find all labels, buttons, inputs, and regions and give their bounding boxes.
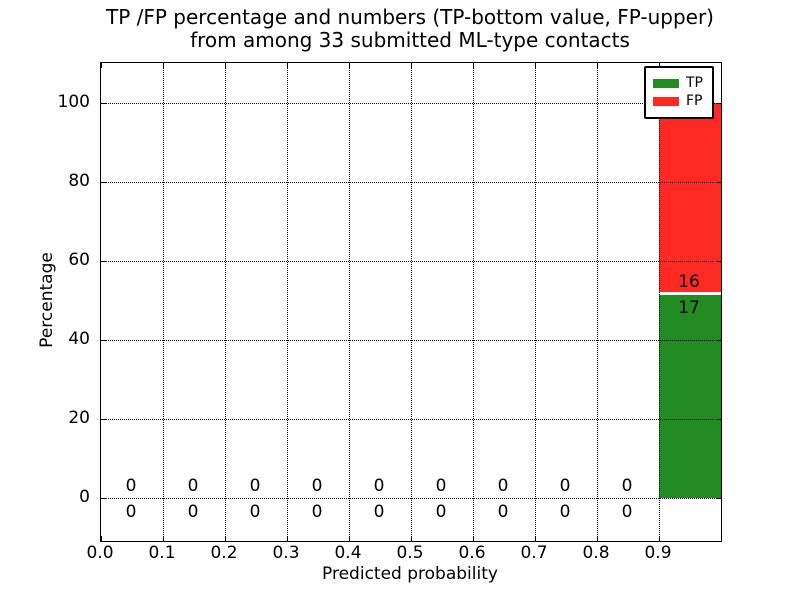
y-tick-mark-right — [716, 418, 721, 420]
legend: TP FP — [644, 66, 714, 119]
bar-segment-divider — [659, 292, 721, 295]
x-tick-label: 0.5 — [396, 543, 424, 563]
y-tick-label: 20 — [68, 407, 90, 428]
gridline-vertical — [287, 63, 288, 541]
legend-label-tp: TP — [686, 75, 703, 91]
x-axis-label: Predicted probability — [322, 564, 498, 584]
x-tick-mark-top — [659, 63, 660, 68]
gridline-vertical — [659, 63, 660, 541]
gridline-vertical — [163, 63, 164, 541]
y-tick-mark-right — [716, 181, 721, 183]
legend-swatch-tp — [653, 79, 679, 88]
plot-area — [100, 62, 722, 542]
legend-swatch-fp — [653, 97, 679, 106]
y-tick-label: 100 — [57, 91, 90, 112]
x-tick-mark — [535, 536, 536, 541]
fp-count-label: 0 — [125, 475, 137, 496]
x-tick-label: 0.8 — [582, 543, 610, 563]
x-tick-mark-top — [163, 63, 164, 68]
x-tick-mark-top — [101, 63, 102, 68]
y-tick-mark — [101, 260, 106, 262]
y-tick-mark-right — [716, 260, 721, 262]
y-tick-label: 80 — [68, 170, 90, 191]
gridline-vertical — [473, 63, 474, 541]
gridline-vertical — [225, 63, 226, 541]
tp-count-label: 0 — [621, 501, 633, 522]
chart-title: TP /FP percentage and numbers (TP-bottom… — [100, 6, 720, 52]
x-tick-label: 0.2 — [210, 543, 238, 563]
x-tick-mark — [225, 536, 226, 541]
fp-count-label: 0 — [373, 475, 385, 496]
y-tick-mark — [101, 102, 106, 104]
tp-count-label: 0 — [311, 501, 323, 522]
legend-item-tp: TP — [653, 76, 706, 91]
tp-count-label: 0 — [249, 501, 261, 522]
gridline-vertical — [597, 63, 598, 541]
x-tick-mark — [163, 536, 164, 541]
fp-count-label: 0 — [249, 475, 261, 496]
tp-count-label: 0 — [187, 501, 199, 522]
x-tick-mark-top — [287, 63, 288, 68]
x-tick-mark-top — [597, 63, 598, 68]
x-tick-mark — [473, 536, 474, 541]
tp-bar-segment — [659, 294, 721, 498]
gridline-vertical — [349, 63, 350, 541]
tp-count-label: 0 — [373, 501, 385, 522]
x-tick-mark — [597, 536, 598, 541]
gridline-vertical — [411, 63, 412, 541]
tp-count-label: 0 — [435, 501, 447, 522]
x-tick-label: 0.7 — [520, 543, 548, 563]
x-tick-mark — [101, 536, 102, 541]
fp-count-label: 16 — [678, 272, 700, 293]
x-tick-label: 0.0 — [86, 543, 114, 563]
fp-count-label: 0 — [497, 475, 509, 496]
y-tick-label: 40 — [68, 328, 90, 349]
y-tick-mark — [101, 339, 106, 341]
gridline-vertical — [535, 63, 536, 541]
x-tick-mark-top — [473, 63, 474, 68]
tp-count-label: 0 — [559, 501, 571, 522]
x-tick-mark — [349, 536, 350, 541]
chart-title-line1: TP /FP percentage and numbers (TP-bottom… — [106, 5, 714, 29]
tp-count-label: 0 — [125, 501, 137, 522]
x-tick-label: 0.1 — [148, 543, 176, 563]
fp-count-label: 0 — [187, 475, 199, 496]
x-tick-label: 0.9 — [644, 543, 672, 563]
x-tick-mark-top — [535, 63, 536, 68]
y-tick-mark-right — [716, 102, 721, 104]
y-tick-mark — [101, 497, 106, 499]
tp-count-label: 0 — [497, 501, 509, 522]
x-tick-mark — [411, 536, 412, 541]
chart-title-line2: from among 33 submitted ML-type contacts — [190, 28, 630, 52]
legend-label-fp: FP — [686, 93, 703, 109]
x-tick-label: 0.6 — [458, 543, 486, 563]
fp-count-label: 0 — [435, 475, 447, 496]
legend-item-fp: FP — [653, 94, 706, 109]
fp-count-label: 0 — [559, 475, 571, 496]
tp-count-label: 17 — [678, 298, 700, 319]
fp-count-label: 0 — [311, 475, 323, 496]
y-tick-mark — [101, 418, 106, 420]
x-tick-mark-top — [225, 63, 226, 68]
y-tick-mark — [101, 181, 106, 183]
fp-count-label: 0 — [621, 475, 633, 496]
x-tick-label: 0.4 — [334, 543, 362, 563]
x-tick-mark — [287, 536, 288, 541]
y-tick-mark-right — [716, 497, 721, 499]
y-tick-label: 60 — [68, 249, 90, 270]
x-tick-mark-top — [349, 63, 350, 68]
fp-bar-segment — [659, 102, 721, 295]
y-tick-mark-right — [716, 339, 721, 341]
x-tick-mark — [659, 536, 660, 541]
y-tick-label: 0 — [79, 486, 90, 507]
x-tick-label: 0.3 — [272, 543, 300, 563]
x-tick-mark-top — [411, 63, 412, 68]
